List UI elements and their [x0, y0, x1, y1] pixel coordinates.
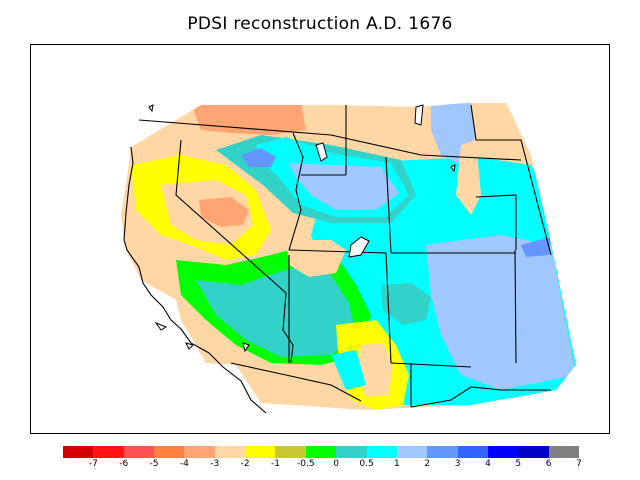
contour-dry-2-utah: [286, 240, 346, 277]
contour-dry-2-dakota: [456, 140, 481, 215]
colorbar-tick-label: 0: [333, 459, 340, 469]
colorbar-swatch: [396, 446, 428, 458]
colorbar-tick-label: -0.5: [297, 459, 315, 469]
border-four-corners-south: [390, 362, 472, 368]
pdsi-field: [121, 103, 576, 410]
colorbar-swatch: [63, 446, 94, 458]
state-borders: [138, 104, 552, 408]
colorbar-swatch: [154, 446, 185, 458]
island-north-1: [148, 104, 154, 113]
colorbar-tick-label: -3: [210, 459, 220, 469]
map-title: PDSI reconstruction A.D. 1676: [187, 14, 453, 34]
pacific-coastline: [123, 146, 267, 414]
colorbar-tick-label: -4: [179, 459, 189, 469]
colorbar-tick-label: 5: [515, 459, 522, 469]
border-california-arizona-south: [230, 362, 362, 402]
colorbar-tick-label: 7: [576, 459, 582, 469]
colorbar-tick-label: 0.5: [359, 459, 374, 469]
island-east-1: [450, 164, 456, 173]
pdsi-map: [121, 103, 576, 414]
colorbar-tick-label: -6: [119, 459, 129, 469]
colorbar-tick-label: 2: [424, 459, 431, 469]
contour-dry-3-idaho: [199, 197, 249, 227]
channel-island-3: [242, 342, 250, 353]
border-colorado-kansas: [514, 249, 517, 364]
border-north-south-dakota: [475, 194, 517, 198]
colorbar-tick-label: 6: [545, 459, 552, 469]
great-salt-lake: [348, 236, 370, 258]
contour-wet-05-nevada: [196, 265, 356, 357]
border-utah-colorado: [385, 252, 392, 364]
colorbar-tick-label: -2: [240, 459, 250, 469]
colorbar-swatch: [487, 446, 519, 458]
colorbar-swatch: [548, 446, 580, 458]
colorbar-swatch: [275, 446, 307, 458]
channel-island-1: [154, 321, 168, 331]
colorbar-swatch: [123, 446, 155, 458]
water-features: [148, 104, 456, 353]
contour-wet-2-newmexico: [426, 235, 576, 390]
colorbar: [63, 446, 580, 458]
colorbar-swatch: [214, 446, 246, 458]
contour-wet-3-montana: [241, 148, 276, 167]
colorbar-swatch: [93, 446, 125, 458]
border-mexico: [410, 386, 551, 408]
colorbar-swatch: [336, 446, 368, 458]
colorbar-swatch: [366, 446, 398, 458]
border-nevada-california: [175, 139, 294, 364]
colorbar-swatch: [518, 446, 550, 458]
map-frame: [30, 44, 610, 434]
border-idaho-montana: [288, 132, 304, 251]
colorbar-swatch: [427, 446, 459, 458]
flathead-lake: [315, 142, 328, 162]
contour-wet-1-arizona: [331, 350, 366, 390]
colorbar-swatch: [457, 446, 489, 458]
colorbar-tick-label: -5: [149, 459, 159, 469]
lake-sakakawea: [414, 104, 424, 126]
contour-wet-05-colorado: [381, 283, 431, 325]
contour-dry-3-north: [191, 103, 306, 135]
colorbar-tick-label: 1: [394, 459, 400, 469]
colorbar-tick-label: 3: [454, 459, 461, 469]
border-dakota-minnesota: [470, 104, 552, 256]
border-wyoming-dakota: [385, 156, 392, 254]
border-utah-idaho: [288, 249, 387, 254]
colorbar-tick-label: -7: [88, 459, 98, 469]
colorbar-swatch: [245, 446, 276, 458]
colorbar-tick-label: -1: [270, 459, 280, 469]
contour-wet-3-ne-corner: [521, 237, 551, 257]
colorbar-tick-label: 4: [485, 459, 491, 469]
colorbar-swatch: [184, 446, 216, 458]
colorbar-swatch: [305, 446, 337, 458]
channel-island-2: [185, 342, 194, 350]
border-canada-49th: [138, 119, 522, 161]
